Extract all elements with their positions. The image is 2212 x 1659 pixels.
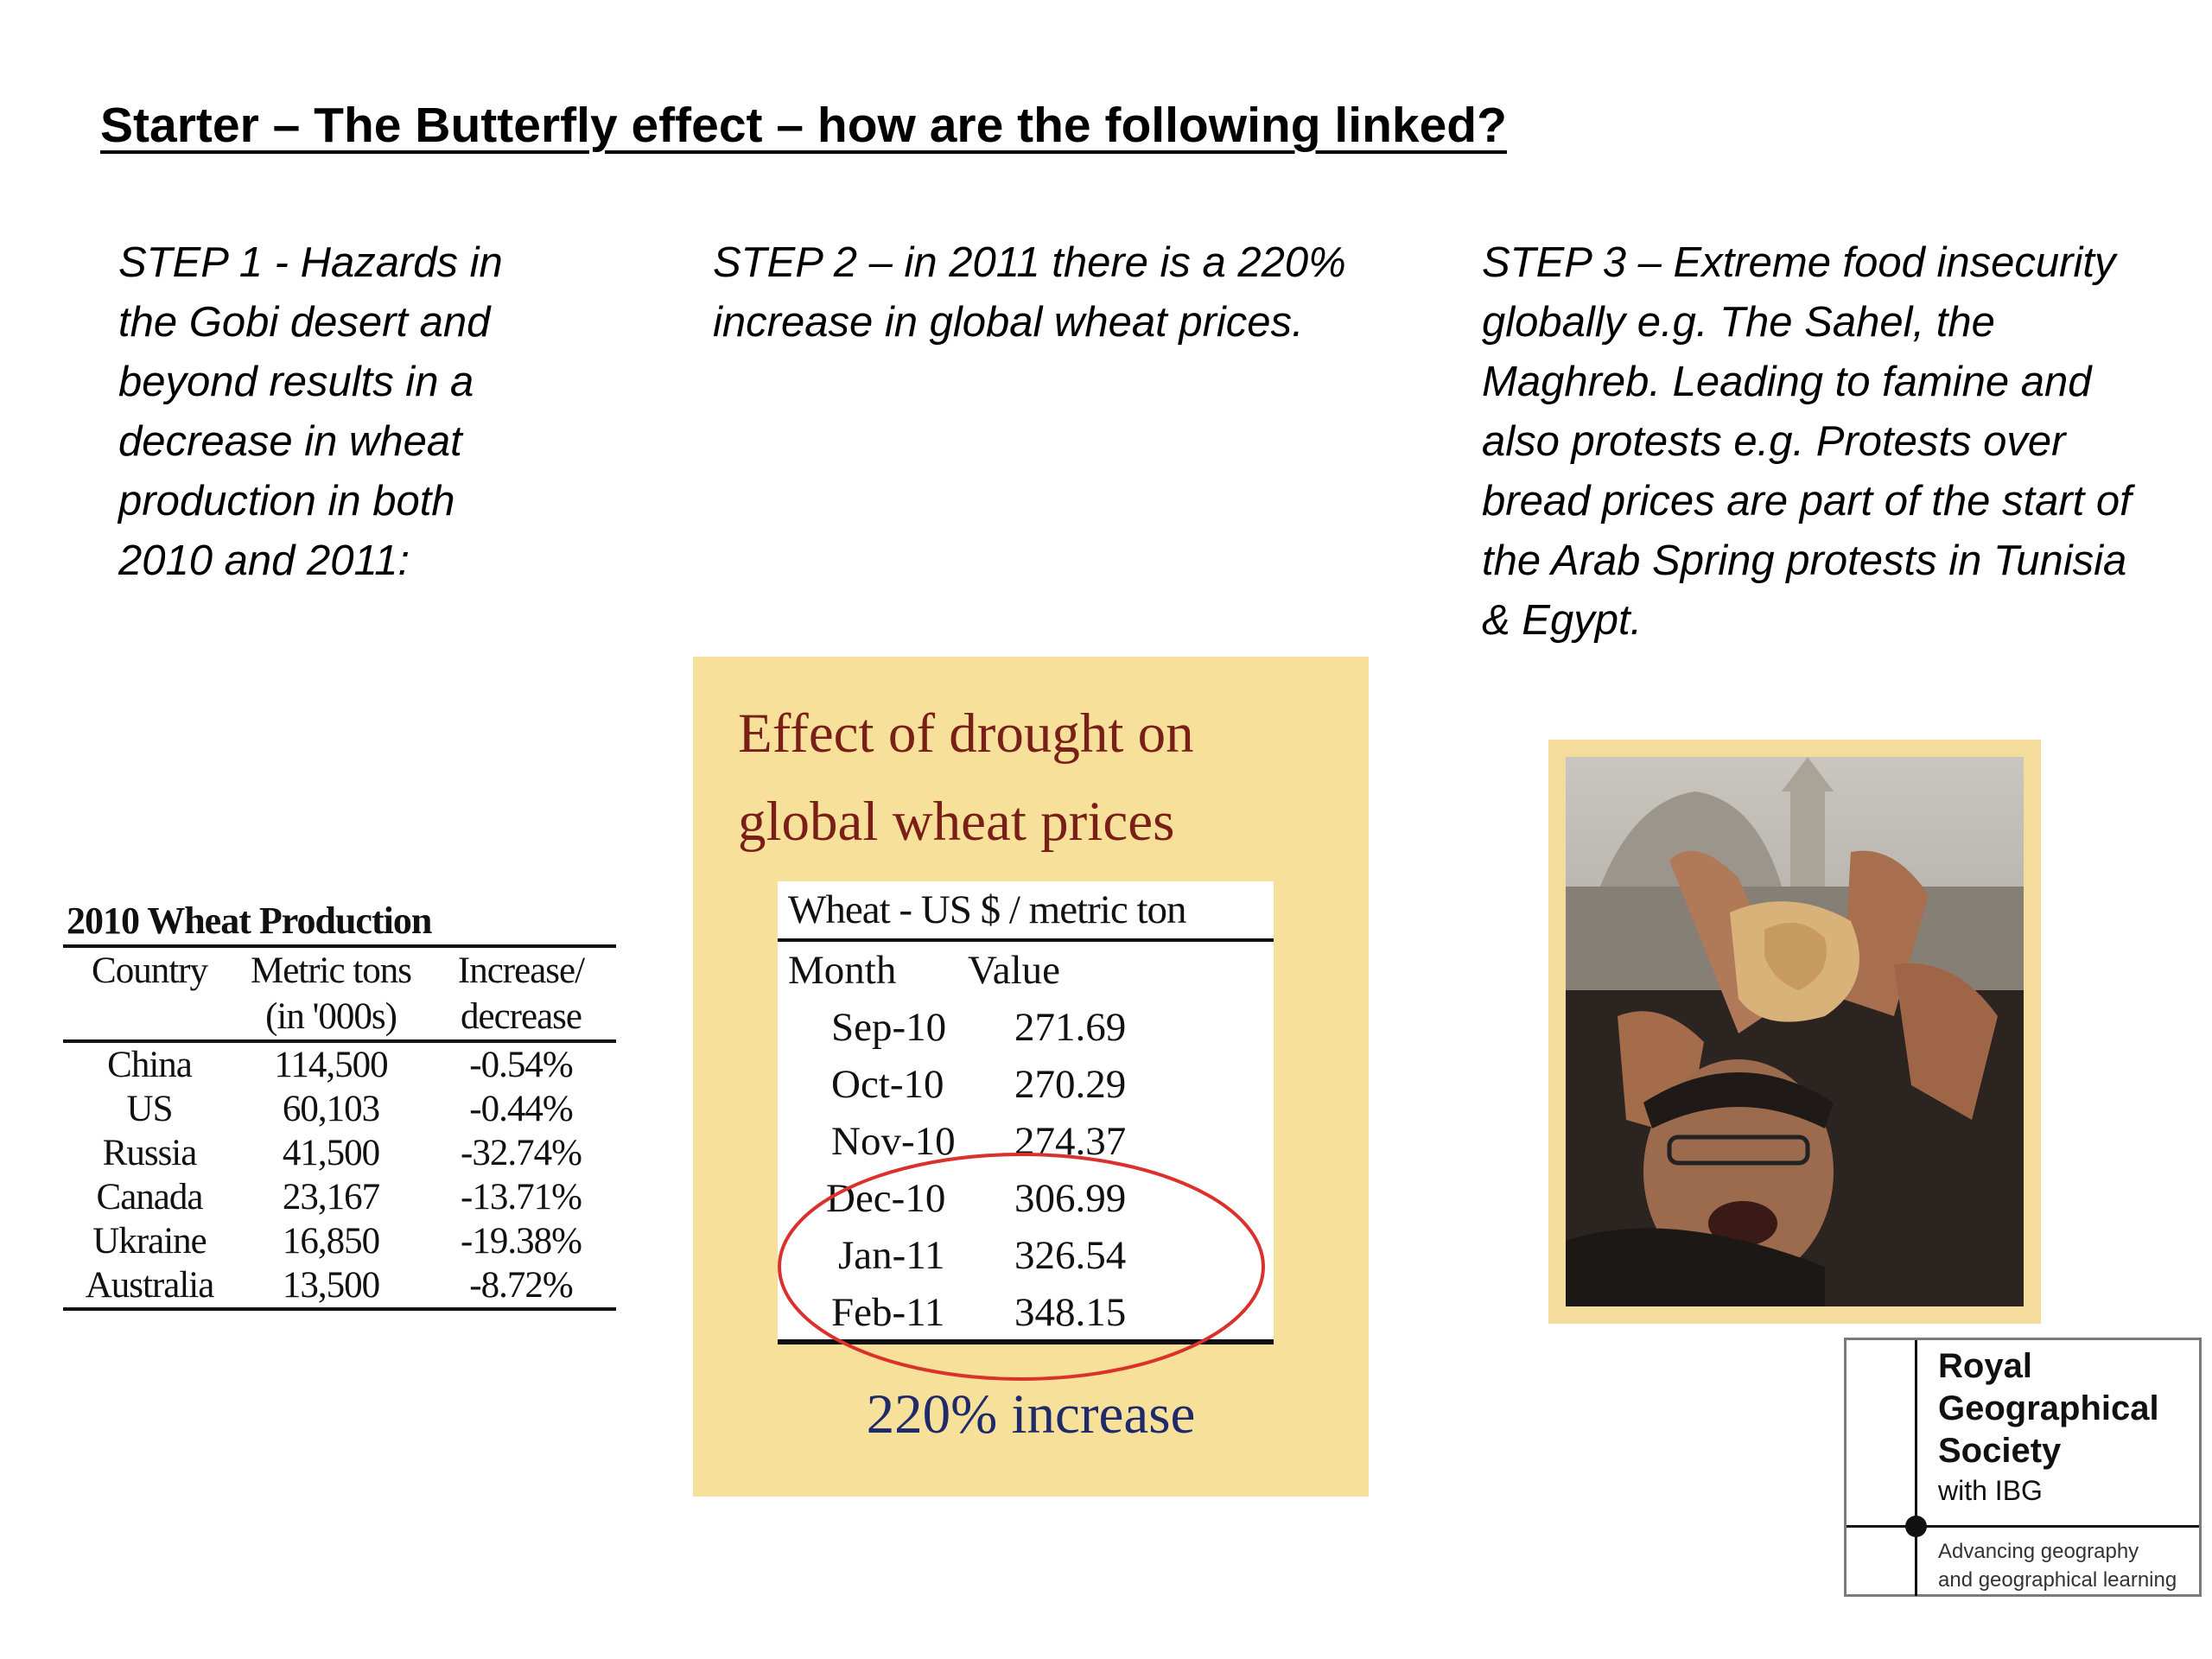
increase-label: 220% increase — [866, 1383, 1196, 1446]
slide-title: Starter – The Butterfly effect – how are… — [100, 98, 1507, 153]
header-value: Value — [968, 948, 1061, 993]
photo-illustration — [1566, 757, 2024, 1306]
wheat-price-panel: Effect of drought on global wheat prices… — [693, 657, 1369, 1497]
cell-value: 270.29 — [1014, 1062, 1127, 1107]
cell-change: -0.44% — [469, 1089, 573, 1129]
production-table: Country Metric tons (in '000s) Increase/d… — [63, 944, 616, 1311]
table-row: Canada 23,167 -13.71% — [63, 1175, 616, 1219]
logo-horizontal-line — [1847, 1525, 2199, 1528]
cell-country: Russia — [102, 1133, 198, 1173]
header-country: Country — [92, 950, 208, 991]
cell-country: Australia — [85, 1265, 215, 1306]
header-increase-decrease: Increase/decrease — [457, 950, 585, 1037]
cell-value: 274.37 — [1014, 1119, 1127, 1164]
cell-change: -0.54% — [469, 1045, 573, 1085]
cell-value: 271.69 — [1014, 1005, 1127, 1050]
step-1-text: STEP 1 - Hazards in the Gobi desert and … — [118, 239, 503, 584]
cell-month: Sep-10 — [831, 1005, 947, 1050]
cell-change: -19.38% — [461, 1221, 582, 1262]
cell-change: -8.72% — [469, 1265, 573, 1306]
production-table-title: 2010 Wheat Production — [67, 899, 432, 942]
step-3-text: STEP 3 – Extreme food insecurity globall… — [1482, 239, 2132, 644]
table-row: Dec-10 306.99 — [778, 1170, 1274, 1227]
rgs-logo: Royal Geographical Society with IBG Adva… — [1844, 1338, 2202, 1597]
cell-tons: 60,103 — [282, 1089, 380, 1129]
cell-change: -32.74% — [461, 1133, 582, 1173]
cell-tons: 13,500 — [282, 1265, 380, 1306]
cell-month: Nov-10 — [831, 1119, 956, 1164]
logo-dot — [1905, 1516, 1927, 1537]
cell-tons: 41,500 — [282, 1133, 380, 1173]
table-row: Jan-11 326.54 — [778, 1227, 1274, 1284]
cell-country: US — [126, 1089, 174, 1129]
table-row: China 114,500 -0.54% — [63, 1041, 616, 1087]
cell-country: Canada — [96, 1177, 204, 1217]
cell-value: 326.54 — [1014, 1233, 1127, 1278]
cell-month: Feb-11 — [831, 1290, 945, 1335]
cell-country: Ukraine — [92, 1221, 207, 1262]
table-bottom-rule — [778, 1339, 1274, 1344]
cell-tons: 114,500 — [274, 1045, 388, 1085]
header-metric-tons: Metric tons (in '000s) — [250, 950, 412, 1037]
table-row: Australia 13,500 -8.72% — [63, 1263, 616, 1309]
cell-tons: 23,167 — [282, 1177, 380, 1217]
logo-with-ibg: with IBG — [1938, 1475, 2043, 1506]
logo-tagline: Advancing geography and geographical lea… — [1938, 1540, 2177, 1592]
cell-month: Dec-10 — [826, 1176, 946, 1221]
cell-month: Jan-11 — [838, 1233, 945, 1278]
wheat-price-table: Month Value Sep-10 271.69 Oct-10 270.29 No… — [778, 942, 1274, 1341]
step-2-text: STEP 2 – in 2011 there is a 220% increas… — [713, 239, 1346, 346]
table-row: Sep-10 271.69 — [778, 999, 1274, 1056]
logo-name: Royal Geographical Society — [1938, 1347, 2159, 1470]
panel-title-line-2: global wheat prices — [738, 791, 1175, 853]
logo-vertical-line — [1915, 1340, 1917, 1596]
panel-title: Effect of drought on global wheat prices — [738, 690, 1343, 866]
panel-title-line-1: Effect of drought on — [738, 702, 1194, 765]
cell-tons: 16,850 — [282, 1221, 380, 1262]
wheat-table-title: Wheat - US $ / metric ton — [778, 881, 1274, 942]
protest-photo — [1548, 740, 2041, 1324]
cell-value: 348.15 — [1014, 1290, 1127, 1335]
cell-value: 306.99 — [1014, 1176, 1127, 1221]
table-row: Russia 41,500 -32.74% — [63, 1131, 616, 1175]
cell-change: -13.71% — [461, 1177, 582, 1217]
cell-country: China — [107, 1045, 193, 1085]
cell-month: Oct-10 — [831, 1062, 944, 1107]
table-row: US 60,103 -0.44% — [63, 1087, 616, 1131]
table-row: Nov-10 274.37 — [778, 1113, 1274, 1170]
table-row: Oct-10 270.29 — [778, 1056, 1274, 1113]
wheat-price-table-box: Wheat - US $ / metric ton Month Value Se… — [778, 881, 1274, 1344]
table-row: Feb-11 348.15 — [778, 1284, 1274, 1341]
table-row: Ukraine 16,850 -19.38% — [63, 1219, 616, 1263]
production-table-block: 2010 Wheat Production Country Metric ton… — [63, 899, 616, 1311]
header-month: Month — [788, 948, 897, 993]
